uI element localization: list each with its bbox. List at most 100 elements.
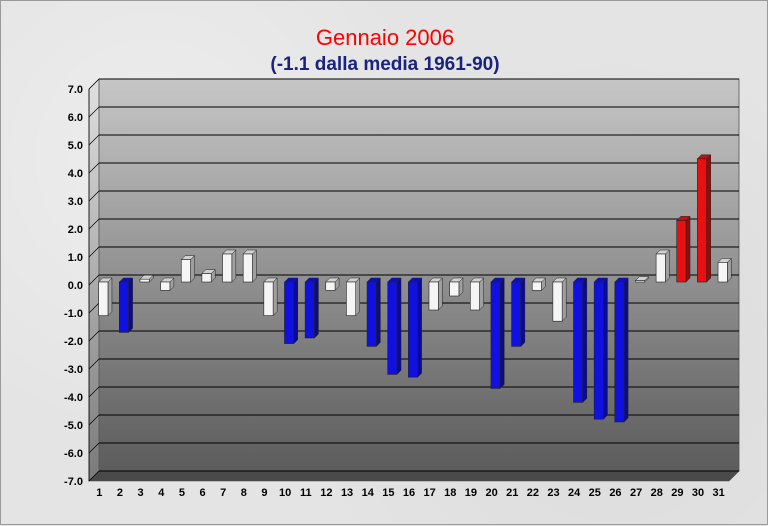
y-tick-label: 3.0 xyxy=(68,196,83,208)
bar xyxy=(490,281,501,389)
gridline-side xyxy=(88,218,100,230)
y-tick-label: 2.0 xyxy=(68,224,83,236)
y-tick-label: -1.0 xyxy=(64,308,83,320)
bar xyxy=(284,281,295,344)
bar xyxy=(635,280,646,283)
bar-side xyxy=(479,277,484,311)
bar xyxy=(717,262,728,283)
bar xyxy=(119,281,129,333)
gridline-side xyxy=(88,162,100,174)
x-tick-label: 23 xyxy=(547,487,559,499)
bar xyxy=(531,281,542,291)
bar-side xyxy=(272,277,278,317)
bar xyxy=(408,281,418,378)
gridline-side xyxy=(88,134,100,146)
y-tick-label: 4.0 xyxy=(68,168,83,180)
gridline-side xyxy=(88,442,100,454)
bar-side xyxy=(603,277,608,420)
bar xyxy=(263,281,274,316)
x-tick-label: 29 xyxy=(671,487,683,499)
bar-side xyxy=(438,277,443,311)
bar xyxy=(469,281,480,311)
gridline-side xyxy=(88,190,100,202)
gridline-side xyxy=(88,106,100,118)
x-tick-label: 6 xyxy=(199,487,205,499)
bar xyxy=(98,281,109,316)
bar-side xyxy=(561,277,567,322)
x-tick-label: 25 xyxy=(589,487,601,499)
bar-side xyxy=(128,277,133,334)
chart-subtitle: (-1.1 dalla media 1961-90) xyxy=(270,54,500,75)
x-tick-label: 2 xyxy=(117,487,123,499)
x-tick-label: 16 xyxy=(403,487,415,499)
bar-side xyxy=(623,277,629,423)
gridline-side xyxy=(88,330,100,342)
bar xyxy=(366,281,377,347)
x-tick-label: 20 xyxy=(485,487,497,499)
x-tick-label: 17 xyxy=(424,487,436,499)
y-tick-label: -7.0 xyxy=(64,476,83,488)
y-tick-label: 1.0 xyxy=(68,252,83,264)
gridline-side xyxy=(88,386,100,398)
y-tick-label: -4.0 xyxy=(64,392,83,404)
gridline-side xyxy=(88,302,100,314)
bar-side xyxy=(706,154,711,283)
bar-side xyxy=(376,277,381,348)
bar xyxy=(304,281,315,339)
bar xyxy=(593,281,604,420)
chart-title: Gennaio 2006 xyxy=(315,25,455,50)
x-tick-label: 24 xyxy=(568,487,581,499)
x-tick-label: 26 xyxy=(609,487,621,499)
x-tick-label: 15 xyxy=(382,487,394,499)
bar xyxy=(614,281,625,423)
bar-side xyxy=(396,277,402,376)
bar xyxy=(387,281,398,375)
bar-side xyxy=(252,249,257,283)
bar-side xyxy=(685,215,691,283)
bar xyxy=(160,281,171,291)
bar-side xyxy=(520,277,526,348)
x-tick-label: 10 xyxy=(279,487,291,499)
gridline-side xyxy=(88,246,100,258)
x-tick-label: 8 xyxy=(241,487,247,499)
y-tick-label: 7.0 xyxy=(68,84,83,96)
x-tick-label: 21 xyxy=(506,487,518,499)
bar-side xyxy=(314,277,319,339)
x-tick-label: 19 xyxy=(465,487,477,499)
x-tick-label: 9 xyxy=(261,487,267,499)
bar xyxy=(325,281,336,291)
bar xyxy=(180,259,191,283)
x-tick-label: 1 xyxy=(96,487,102,499)
x-tick-label: 27 xyxy=(630,487,642,499)
x-tick-label: 31 xyxy=(713,487,725,499)
bar-side xyxy=(417,277,422,378)
bar xyxy=(201,273,212,283)
gridline-side xyxy=(88,414,100,426)
x-tick-label: 28 xyxy=(651,487,663,499)
bar xyxy=(346,281,357,316)
bar xyxy=(428,281,439,311)
x-tick-label: 30 xyxy=(692,487,704,499)
y-tick-label: 0.0 xyxy=(68,280,83,292)
x-tick-label: 4 xyxy=(158,487,165,499)
bar-side xyxy=(107,277,113,317)
gridline-side xyxy=(88,358,100,370)
bar xyxy=(676,220,687,283)
bar-side xyxy=(355,277,360,317)
gridline-side xyxy=(88,470,100,482)
x-tick-label: 5 xyxy=(179,487,185,499)
x-tick-label: 22 xyxy=(527,487,539,499)
bar xyxy=(242,253,253,283)
bar-side xyxy=(231,249,237,283)
y-tick-label: -5.0 xyxy=(64,420,83,432)
x-tick-label: 7 xyxy=(220,487,226,499)
bar-side xyxy=(499,277,505,390)
y-tick-label: 6.0 xyxy=(68,112,83,124)
y-tick-label: 5.0 xyxy=(68,140,83,152)
bar-side xyxy=(293,277,299,345)
x-tick-label: 3 xyxy=(138,487,144,499)
bar-side xyxy=(665,249,670,283)
bar xyxy=(697,158,707,283)
